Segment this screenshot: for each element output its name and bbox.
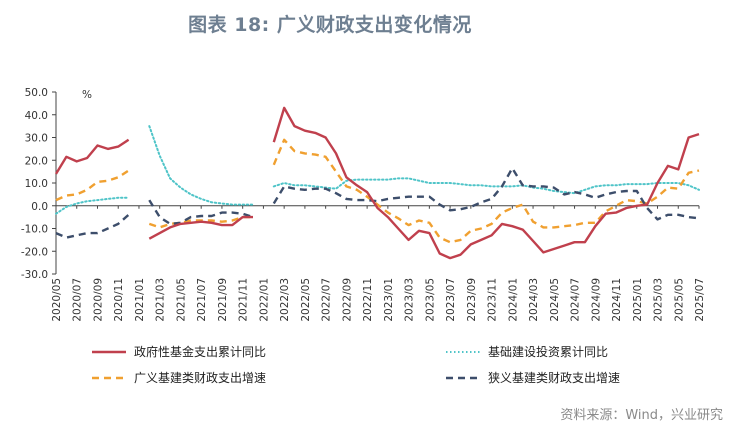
x-tick-label: 2024/03 [528,278,540,322]
x-tick-label: 2025/03 [653,278,665,322]
x-tick-label: 2021/01 [134,278,146,322]
x-tick-label: 2023/09 [466,278,478,322]
x-tick-label: 2020/05 [51,278,63,322]
x-tick-label: 2024/11 [611,278,623,322]
chart-series [54,106,700,260]
x-tick-label: 2023/05 [424,278,436,322]
legend-label-0: 政府性基金支出累计同比 [134,344,266,359]
x-tick-label: 2023/07 [445,278,457,322]
x-tick-label: 2021/05 [175,278,187,322]
x-tick-label: 2022/03 [279,278,291,322]
legend-label-1: 基础建设投资累计同比 [488,344,608,359]
y-tick-label: -10.0 [21,224,48,236]
legend-label-3: 狭义基建类财政支出增速 [488,371,620,385]
x-tick-label: 2020/09 [92,278,104,322]
y-tick-label: 50.0 [25,87,48,99]
x-tick-label: 2020/11 [113,278,125,322]
x-tick-label: 2024/09 [590,278,602,322]
series-line-1 [55,125,700,215]
x-tick-label: 2021/03 [155,278,167,322]
series-line-2 [55,138,700,244]
y-tick-label: 10.0 [25,178,48,190]
x-tick-label: 2021/11 [238,278,250,322]
x-tick-label: 2025/01 [632,278,644,322]
y-tick-label: -20.0 [21,246,48,258]
x-tick-label: 2021/09 [217,278,229,322]
x-tick-label: 2021/07 [196,278,208,322]
x-tick-label: 2024/07 [570,278,582,322]
x-tick-label: 2022/09 [341,278,353,322]
x-tick-label: 2024/05 [549,278,561,322]
chart-axes: 50.0 40.0 30.0 20.0 10.0 0.0 -10.0 -20.0 -30.0% 2… [21,87,706,322]
x-tick-label: 2023/11 [487,278,499,322]
y-tick-label: 30.0 [25,133,48,145]
y-tick-label: 0.0 [31,201,48,213]
chart-title: 图表 18: 广义财政支出变化情况 [188,14,472,36]
x-tick-label: 2022/07 [321,278,333,322]
x-tick-label: 2025/07 [694,278,706,322]
x-tick-label: 2024/01 [507,278,519,322]
x-tick-label: 2020/07 [72,278,84,322]
legend-label-2: 广义基建类财政支出增速 [134,371,266,385]
y-tick-label: -30.0 [21,269,48,281]
x-tick-label: 2022/01 [258,278,270,322]
x-tick-label: 2023/03 [404,278,416,322]
y-tick-label: 20.0 [25,155,48,167]
x-tick-label: 2025/05 [673,278,685,322]
source-note: 资料来源：Wind，兴业研究 [560,408,723,423]
x-tick-label: 2022/11 [362,278,374,322]
series-line-3 [55,167,700,239]
unit-label: % [82,89,92,101]
x-tick-label: 2023/01 [383,278,395,322]
x-tick-label: 2022/05 [300,278,312,322]
y-tick-label: 40.0 [25,110,48,122]
series-line-0 [54,106,700,260]
